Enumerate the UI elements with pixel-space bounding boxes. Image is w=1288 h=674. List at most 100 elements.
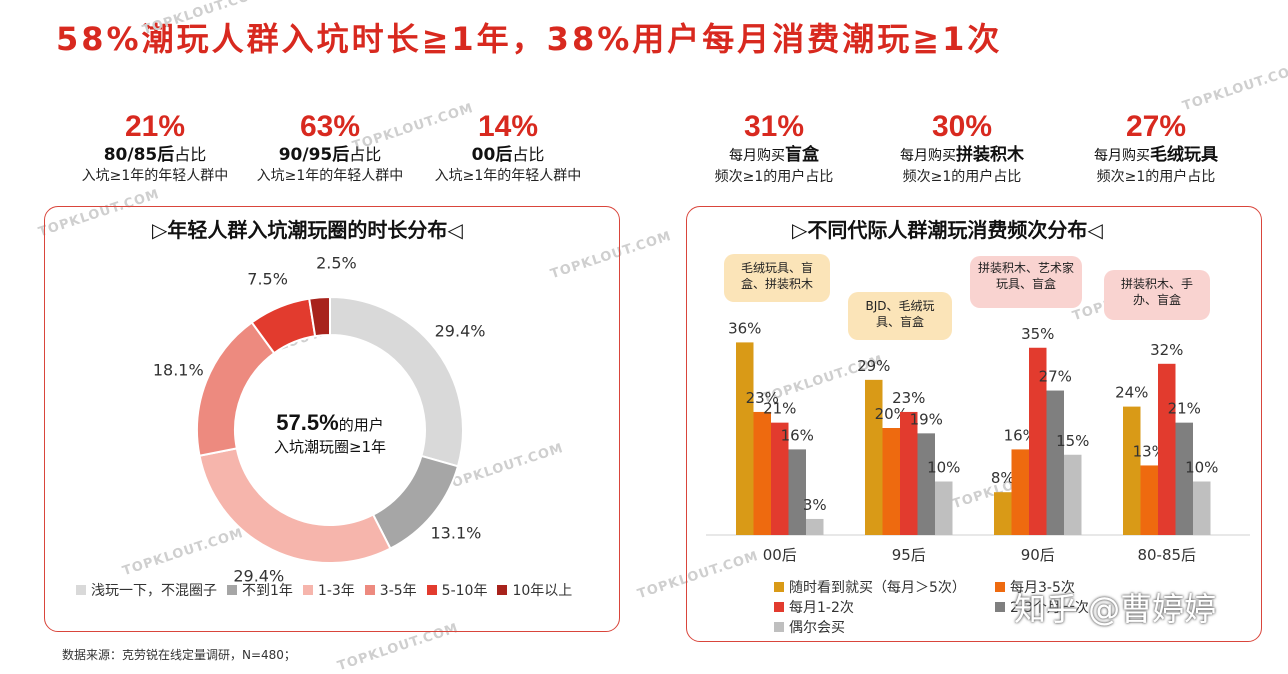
donut-value-label: 13.1% (431, 524, 482, 543)
callout-80: 拼装积木、手办、盲盒 (1104, 270, 1210, 320)
bar (900, 411, 918, 535)
stat-block: 27% 每月购买毛绒玩具 频次≥1的用户占比 (1056, 110, 1256, 187)
legend-swatch (774, 582, 784, 592)
donut-slice (308, 295, 331, 338)
bar-value-label: 8% (991, 469, 1015, 487)
donut-value-label: 7.5% (247, 269, 288, 288)
donut-value-label: 2.5% (316, 254, 357, 273)
bar-value-label: 21% (763, 400, 796, 418)
bar (882, 428, 900, 535)
bar-value-label: 10% (1185, 459, 1218, 477)
stat-sub: 频次≥1的用户占比 (714, 169, 834, 185)
bar-value-label: 16% (781, 426, 814, 444)
stat-block: 30% 每月购买拼装积木 频次≥1的用户占比 (862, 110, 1062, 187)
stat-label: 00后占比 (471, 145, 545, 165)
legend-label: 2-3个月一次 (1010, 600, 1089, 616)
stat-label: 90/95后占比 (278, 145, 382, 165)
bar-value-label: 16% (1004, 426, 1037, 444)
bar-value-label: 23% (892, 389, 925, 407)
legend-label: 1-3年 (317, 583, 355, 599)
legend-swatch (426, 585, 437, 595)
legend-item: 随时看到就买（每月＞5次） (774, 577, 966, 597)
legend-swatch (774, 602, 784, 612)
donut-value-label: 29.4% (233, 567, 284, 586)
bar (1064, 454, 1082, 535)
stat-sub: 入坑≥1年的年轻人群中 (81, 168, 229, 184)
donut-center-text: 57.5%的用户 入坑潮玩圈≥1年 (273, 410, 387, 456)
bar (1011, 449, 1029, 535)
donut-panel (44, 206, 620, 632)
stat-percent: 14% (477, 110, 539, 143)
legend-label: 3-5年 (379, 583, 417, 599)
bar-value-label: 23% (746, 389, 779, 407)
legend-label: 偶尔会买 (789, 620, 845, 636)
x-tick-label: 95后 (892, 546, 926, 564)
callout-00: 毛绒玩具、盲盒、拼装积木 (724, 254, 830, 302)
stat-label: 每月购买毛绒玩具 (1094, 145, 1218, 165)
bar-value-label: 13% (1133, 442, 1166, 460)
legend-item: 10年以上 (497, 580, 572, 600)
bar (1046, 390, 1064, 535)
bar (994, 492, 1012, 535)
legend-item: 1-3年 (302, 580, 355, 600)
stat-percent: 27% (1125, 110, 1187, 143)
donut-legend: 浅玩一下，不混圈子 不到1年 1-3年 3-5年 5-10年 10年以上 (76, 580, 616, 600)
stat-percent: 21% (124, 110, 186, 143)
x-tick-label: 00后 (763, 546, 797, 564)
legend-item: 不到1年 (227, 580, 293, 600)
legend-label: 10年以上 (512, 583, 573, 599)
bar-value-label: 32% (1150, 341, 1183, 359)
stat-sub: 频次≥1的用户占比 (902, 169, 1022, 185)
legend-item: 每月3-5次 (995, 577, 1075, 597)
page-title: 58%潮玩人群入坑时长≧1年，38%用户每月消费潮玩≧1次 (56, 20, 1003, 58)
bar (935, 481, 953, 535)
stat-label: 每月购买拼装积木 (900, 145, 1024, 165)
bar-value-label: 35% (1021, 325, 1054, 343)
legend-label: 每月3-5次 (1010, 580, 1075, 596)
stat-label: 每月购买盲盒 (729, 145, 819, 165)
zhihu-watermark: 知乎 @曹婷婷 (1014, 590, 1217, 628)
legend-swatch (76, 585, 86, 595)
stat-percent: 63% (299, 110, 361, 143)
legend-item: 浅玩一下，不混圈子 (76, 580, 217, 600)
bar-value-label: 24% (1115, 384, 1148, 402)
callout-90: 拼装积木、艺术家玩具、盲盒 (970, 256, 1082, 308)
legend-swatch (227, 585, 237, 595)
bar (788, 449, 806, 535)
bar (753, 411, 771, 535)
bar (917, 433, 935, 535)
legend-swatch (302, 585, 313, 595)
legend-label: 不到1年 (242, 583, 293, 599)
legend-item: 5-10年 (426, 580, 487, 600)
x-tick-label: 90后 (1021, 546, 1055, 564)
bar (806, 518, 824, 535)
legend-label: 每月1-2次 (789, 600, 854, 616)
callout-95: BJD、毛绒玩具、盲盒 (848, 292, 952, 340)
bar (1175, 422, 1193, 535)
bar-value-label: 21% (1168, 400, 1201, 418)
stat-percent: 31% (743, 110, 805, 143)
bar-chart: 36%23%21%16%3%00后29%20%23%19%10%95后8%16%… (706, 319, 1250, 564)
bar (865, 379, 883, 535)
bar (1029, 347, 1047, 535)
legend-swatch (497, 585, 508, 595)
bar (1158, 363, 1176, 535)
bar (1123, 406, 1141, 535)
bar-panel (686, 206, 1262, 642)
stat-block: 21% 80/85后占比 入坑≥1年的年轻人群中 (55, 110, 255, 186)
legend-item: 3-5年 (364, 580, 417, 600)
bar-value-label: 10% (927, 459, 960, 477)
donut-value-label: 18.1% (153, 360, 204, 379)
stat-sub: 入坑≥1年的年轻人群中 (434, 168, 582, 184)
bar-value-label: 3% (803, 496, 827, 514)
stat-block: 14% 00后占比 入坑≥1年的年轻人群中 (408, 110, 608, 186)
bar-value-label: 36% (728, 319, 761, 337)
stat-sub: 入坑≥1年的年轻人群中 (256, 168, 404, 184)
bar (736, 342, 754, 535)
bar-value-label: 15% (1056, 432, 1089, 450)
bar-value-label: 29% (857, 357, 890, 375)
legend-swatch (995, 582, 1005, 592)
legend-label: 随时看到就买（每月＞5次） (789, 580, 966, 596)
donut-value-label: 29.4% (435, 322, 486, 341)
bar-value-label: 27% (1039, 368, 1072, 386)
